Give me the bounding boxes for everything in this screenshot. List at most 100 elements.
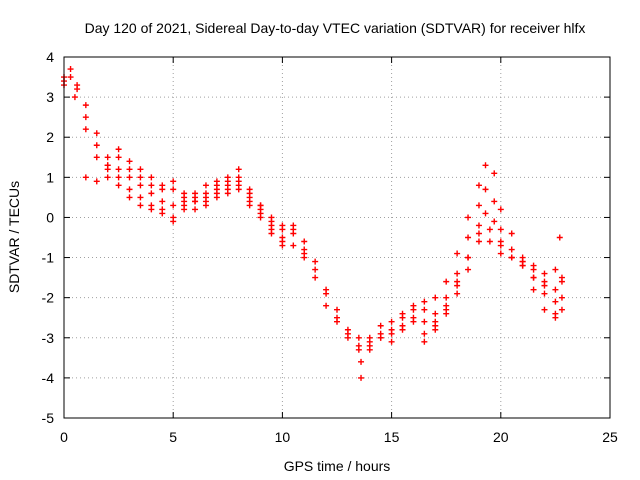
data-point-track-c — [491, 218, 498, 225]
data-point-track-c — [552, 314, 559, 321]
data-point-track-b — [399, 310, 406, 317]
data-point-track-c — [268, 226, 275, 233]
data-point-track-a — [126, 174, 133, 181]
data-point-track-e — [279, 222, 286, 229]
data-point-track-d — [475, 230, 482, 237]
data-point-track-b — [482, 186, 489, 193]
data-point-track-c — [137, 166, 144, 173]
data-point-track-e — [558, 274, 565, 281]
data-point-track-d — [358, 358, 365, 365]
data-point-track-c — [235, 174, 242, 181]
data-point-track-a — [432, 294, 439, 301]
data-point-track-c — [421, 318, 428, 325]
data-point-track-d — [93, 178, 100, 185]
x-tick-label: 20 — [493, 429, 509, 445]
data-point-track-b — [475, 202, 482, 209]
data-point-track-a — [465, 214, 472, 221]
data-points — [61, 66, 565, 381]
data-point-track-b — [388, 318, 395, 325]
data-point-track-d — [181, 198, 188, 205]
data-point-track-c — [213, 186, 220, 193]
data-point-track-c — [93, 154, 100, 161]
data-point-track-b — [558, 294, 565, 301]
data-point-track-b — [491, 198, 498, 205]
x-tick-label: 15 — [384, 429, 400, 445]
data-point-track-b — [377, 322, 384, 329]
data-point-track-e — [159, 206, 166, 213]
x-axis-label: GPS time / hours — [284, 458, 391, 474]
y-axis-label: SDTVAR / TECUs — [6, 181, 22, 293]
y-tick-label: 3 — [46, 89, 54, 105]
data-point-track-d — [421, 330, 428, 337]
data-point-track-d — [82, 174, 89, 181]
data-point-track-d — [465, 254, 472, 261]
data-point-track-b — [508, 246, 515, 253]
data-point-track-d — [443, 302, 450, 309]
data-point-track-a — [443, 278, 450, 285]
data-point-track-e — [137, 194, 144, 201]
data-point-track-a — [530, 286, 537, 293]
data-point-track-b — [126, 166, 133, 173]
x-tick-label: 10 — [275, 429, 291, 445]
data-point-track-e — [443, 310, 450, 317]
data-point-isolated-points — [358, 374, 365, 381]
data-point-track-a — [497, 206, 504, 213]
data-point-track-a — [93, 130, 100, 137]
y-tick-label: 0 — [46, 209, 54, 225]
data-point-track-b — [410, 302, 417, 309]
data-point-track-a — [334, 306, 340, 313]
plot-frame — [63, 56, 611, 419]
data-point-track-e — [235, 186, 242, 193]
y-tick-label: -5 — [42, 410, 55, 426]
data-point-track-a — [475, 182, 482, 189]
data-point-track-e — [126, 186, 133, 193]
data-point-track-b — [148, 182, 155, 189]
data-point-track-e — [115, 174, 122, 181]
data-point-track-a — [159, 198, 166, 205]
data-point-track-e — [497, 242, 504, 249]
data-point-track-d — [126, 194, 133, 201]
data-point-track-c — [224, 178, 231, 185]
y-tick-label: -3 — [42, 330, 55, 346]
data-point-track-d — [388, 338, 395, 345]
data-point-track-c — [388, 330, 395, 337]
data-point-track-a — [552, 298, 559, 305]
data-point-track-b — [465, 234, 472, 241]
data-point-track-a — [104, 154, 111, 161]
data-point-track-a — [454, 250, 461, 257]
data-point-track-e — [202, 202, 209, 209]
data-point-track-b — [115, 154, 122, 161]
data-point-track-d — [552, 266, 559, 273]
x-tick-label: 5 — [169, 429, 177, 445]
data-point-track-b — [323, 302, 330, 309]
data-point-track-a — [67, 66, 74, 73]
data-point-track-c — [323, 290, 330, 297]
data-point-track-c — [71, 94, 78, 101]
x-tick-label: 25 — [602, 429, 618, 445]
data-point-track-b — [74, 86, 81, 93]
data-point-isolated-points — [556, 234, 563, 241]
data-point-track-b — [67, 74, 74, 81]
data-point-track-d — [202, 182, 209, 189]
data-point-track-a — [312, 266, 319, 273]
data-point-track-d — [530, 262, 537, 269]
data-point-track-e — [104, 162, 111, 169]
data-point-track-e — [465, 266, 472, 273]
data-point-track-a — [491, 170, 498, 177]
data-point-track-d — [137, 202, 144, 209]
data-point-track-b — [82, 114, 89, 121]
data-point-track-b — [421, 306, 428, 313]
data-point-track-c — [334, 314, 340, 321]
data-point-track-b — [93, 142, 100, 149]
data-point-track-c — [192, 206, 199, 213]
data-point-track-e — [257, 202, 264, 209]
data-point-track-d — [486, 238, 493, 245]
y-tick-label: -4 — [42, 370, 55, 386]
data-point-track-b — [443, 294, 450, 301]
data-point-track-a — [115, 166, 122, 173]
y-tick-label: 1 — [46, 169, 54, 185]
data-point-track-e — [224, 190, 231, 197]
data-point-track-e — [530, 274, 537, 281]
data-point-track-d — [213, 178, 220, 185]
